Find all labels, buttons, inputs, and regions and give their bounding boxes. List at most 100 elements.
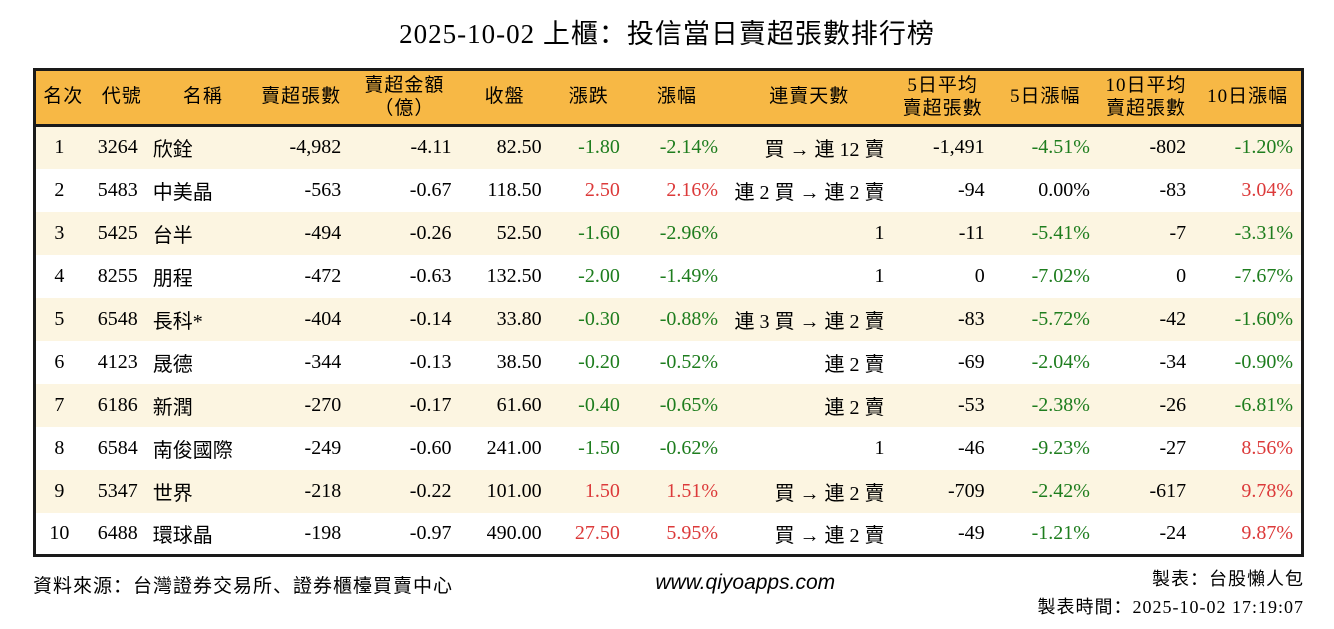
- cell-sell-amount: -4.11: [410, 136, 452, 159]
- cell-avg5-sell: -94: [958, 178, 985, 201]
- website-url: www.qiyoapps.com: [655, 571, 836, 594]
- cell-name: 南俊國際: [152, 439, 233, 462]
- header-row: 名次 代號 名稱 賣超張數 賣超金額 （億） 收盤 漲跌 漲幅 連賣天數 5日平均 賣超張數 5日漲幅 1…: [34, 69, 1303, 127]
- cell-chg10-pct: 8.56%: [1241, 436, 1293, 459]
- table-row: 5 6548 長科* -404 -0.14 33.80 -0.30 -0.88% 連 3 買 →…: [34, 297, 1303, 341]
- cell-chg10-pct: -3.31%: [1234, 221, 1293, 244]
- cell-sell-streak: 1: [874, 436, 885, 459]
- cell-rank: 6: [54, 350, 65, 373]
- cell-sell-streak: 買 → 連 2 賣: [774, 524, 885, 547]
- cell-sell-amount: -0.63: [409, 264, 452, 287]
- cell-avg5-sell: -11: [958, 221, 985, 244]
- table-row: 10 6488 環球晶 -198 -0.97 490.00 27.50 5.95% 買 → 連 …: [34, 512, 1303, 556]
- cell-chg5-pct: -4.51%: [1031, 136, 1090, 159]
- cell-change-pct: -0.65%: [659, 393, 719, 416]
- cell-sell-amount: -0.26: [409, 221, 452, 244]
- col-header-change-pct: 漲幅: [627, 69, 727, 127]
- cell-sell-streak: 1: [874, 264, 885, 287]
- cell-name: 世界: [152, 482, 193, 505]
- cell-avg5-sell: -83: [958, 307, 985, 330]
- cell-chg5-pct: -5.72%: [1031, 307, 1090, 330]
- cell-sell-streak: 買 → 連 2 賣: [774, 482, 885, 505]
- cell-avg10-sell: -802: [1149, 136, 1187, 159]
- cell-code: 6548: [97, 307, 138, 330]
- table-row: 1 3264 欣銓 -4,982 -4.11 82.50 -1.80 -2.14% 買 → 連 …: [34, 125, 1303, 169]
- cell-code: 4123: [97, 350, 138, 373]
- cell-sell-amount: -0.67: [409, 178, 452, 201]
- table-row: 7 6186 新潤 -270 -0.17 61.60 -0.40 -0.65% 連 2 賣 -53…: [34, 383, 1303, 427]
- col-header-name: 名稱: [152, 69, 253, 127]
- cell-chg10-pct: 9.87%: [1241, 521, 1293, 544]
- cell-sell-streak: 1: [874, 221, 885, 244]
- cell-chg10-pct: -6.81%: [1234, 393, 1293, 416]
- cell-avg5-sell: -69: [958, 350, 985, 373]
- cell-close: 38.50: [496, 350, 542, 373]
- col-header-sell-streak: 連賣天數: [726, 69, 893, 127]
- cell-chg5-pct: -7.02%: [1031, 264, 1090, 287]
- cell-close: 33.80: [496, 307, 542, 330]
- cell-close: 490.00: [486, 521, 542, 544]
- cell-change-pct: -0.88%: [659, 307, 719, 330]
- cell-chg5-pct: 0.00%: [1038, 178, 1090, 201]
- cell-avg5-sell: -46: [958, 436, 985, 459]
- cell-rank: 10: [49, 521, 70, 544]
- cell-change: -0.40: [578, 393, 620, 416]
- maker-credit: 製表：台股懶人包: [1151, 569, 1304, 589]
- cell-sell-streak: 連 3 買 → 連 2 賣: [734, 310, 885, 333]
- cell-avg10-sell: -26: [1159, 393, 1187, 416]
- cell-name: 長科*: [152, 310, 203, 333]
- cell-avg10-sell: -27: [1159, 436, 1187, 459]
- cell-change: -0.30: [578, 307, 620, 330]
- cell-chg10-pct: 3.04%: [1241, 178, 1293, 201]
- cell-change: -1.80: [578, 136, 620, 159]
- cell-sell-volume: -249: [304, 436, 342, 459]
- cell-chg5-pct: -5.41%: [1031, 221, 1090, 244]
- cell-sell-streak: 連 2 賣: [824, 353, 885, 376]
- col-header-avg10-sell: 10日平均 賣超張數: [1097, 69, 1195, 127]
- cell-avg5-sell: 0: [974, 264, 985, 287]
- cell-sell-volume: -198: [304, 521, 342, 544]
- cell-rank: 8: [54, 436, 65, 459]
- cell-change-pct: -2.14%: [659, 136, 719, 159]
- cell-close: 101.00: [486, 479, 542, 502]
- cell-avg10-sell: -24: [1159, 521, 1187, 544]
- cell-rank: 5: [54, 307, 65, 330]
- cell-sell-amount: -0.60: [409, 436, 452, 459]
- cell-sell-streak: 連 2 賣: [824, 396, 885, 419]
- cell-change-pct: -0.52%: [659, 350, 719, 373]
- col-header-chg5-pct: 5日漲幅: [992, 69, 1098, 127]
- cell-chg10-pct: -7.67%: [1234, 264, 1293, 287]
- cell-chg5-pct: -1.21%: [1031, 521, 1090, 544]
- cell-sell-streak: 買 → 連 12 賣: [764, 139, 885, 162]
- cell-change: 27.50: [574, 521, 620, 544]
- page-title: 2025-10-02 上櫃：投信當日賣超張數排行榜: [399, 19, 935, 49]
- col-header-code: 代號: [90, 69, 153, 127]
- cell-change: -2.00: [578, 264, 620, 287]
- cell-rank: 9: [54, 479, 65, 502]
- cell-sell-amount: -0.97: [409, 521, 452, 544]
- cell-code: 8255: [97, 264, 138, 287]
- cell-close: 82.50: [496, 136, 542, 159]
- cell-code: 5483: [97, 178, 138, 201]
- cell-chg10-pct: -1.60%: [1234, 307, 1293, 330]
- cell-chg5-pct: -2.38%: [1031, 393, 1090, 416]
- cell-change: -1.60: [578, 221, 620, 244]
- report-timestamp: 製表時間：2025-10-02 17:19:07: [1037, 597, 1304, 617]
- cell-rank: 1: [54, 136, 65, 159]
- col-header-avg5-sell: 5日平均 賣超張數: [892, 69, 993, 127]
- col-header-close: 收盤: [459, 69, 550, 127]
- cell-code: 5347: [97, 479, 138, 502]
- cell-avg5-sell: -1,491: [933, 136, 985, 159]
- cell-sell-volume: -4,982: [289, 136, 342, 159]
- cell-change-pct: 1.51%: [666, 479, 719, 502]
- cell-change: -1.50: [578, 436, 620, 459]
- cell-close: 241.00: [486, 436, 542, 459]
- cell-change: 2.50: [584, 178, 620, 201]
- table-row: 6 4123 晟德 -344 -0.13 38.50 -0.20 -0.52% 連 2 賣 -69…: [34, 340, 1303, 384]
- cell-name: 環球晶: [152, 524, 213, 547]
- cell-avg10-sell: -34: [1159, 350, 1187, 373]
- cell-chg5-pct: -2.04%: [1031, 350, 1090, 373]
- cell-name: 中美晶: [152, 181, 213, 204]
- cell-change: 1.50: [584, 479, 620, 502]
- cell-name: 台半: [152, 224, 193, 247]
